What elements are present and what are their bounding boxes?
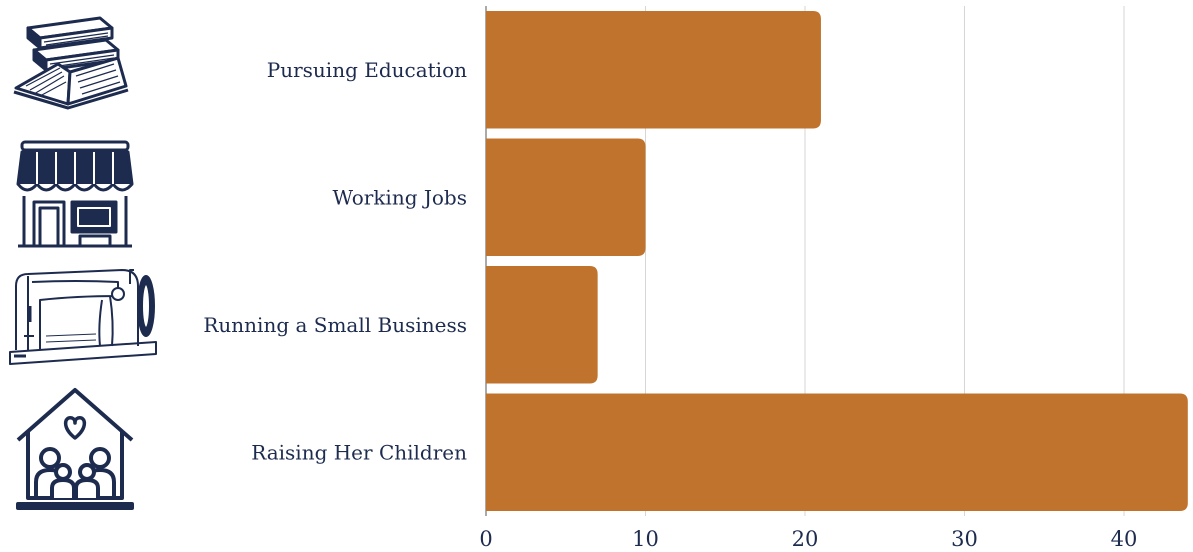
sewing-machine-icon [9,269,157,365]
x-tick-label: 30 [951,527,978,551]
storefront-icon [16,140,134,248]
bar [486,11,821,129]
x-tick-label: 10 [632,527,659,551]
bar [486,266,598,384]
category-label: Raising Her Children [251,440,467,464]
x-tick-label: 0 [479,527,492,551]
bar [486,393,1188,511]
x-tick-label: 40 [1111,527,1138,551]
category-label: Working Jobs [333,185,467,209]
bar [486,138,646,256]
category-label: Running a Small Business [203,313,467,337]
books-icon [13,16,129,110]
x-tick-label: 20 [792,527,819,551]
category-label: Pursuing Education [267,58,467,82]
family-home-icon [16,388,134,510]
